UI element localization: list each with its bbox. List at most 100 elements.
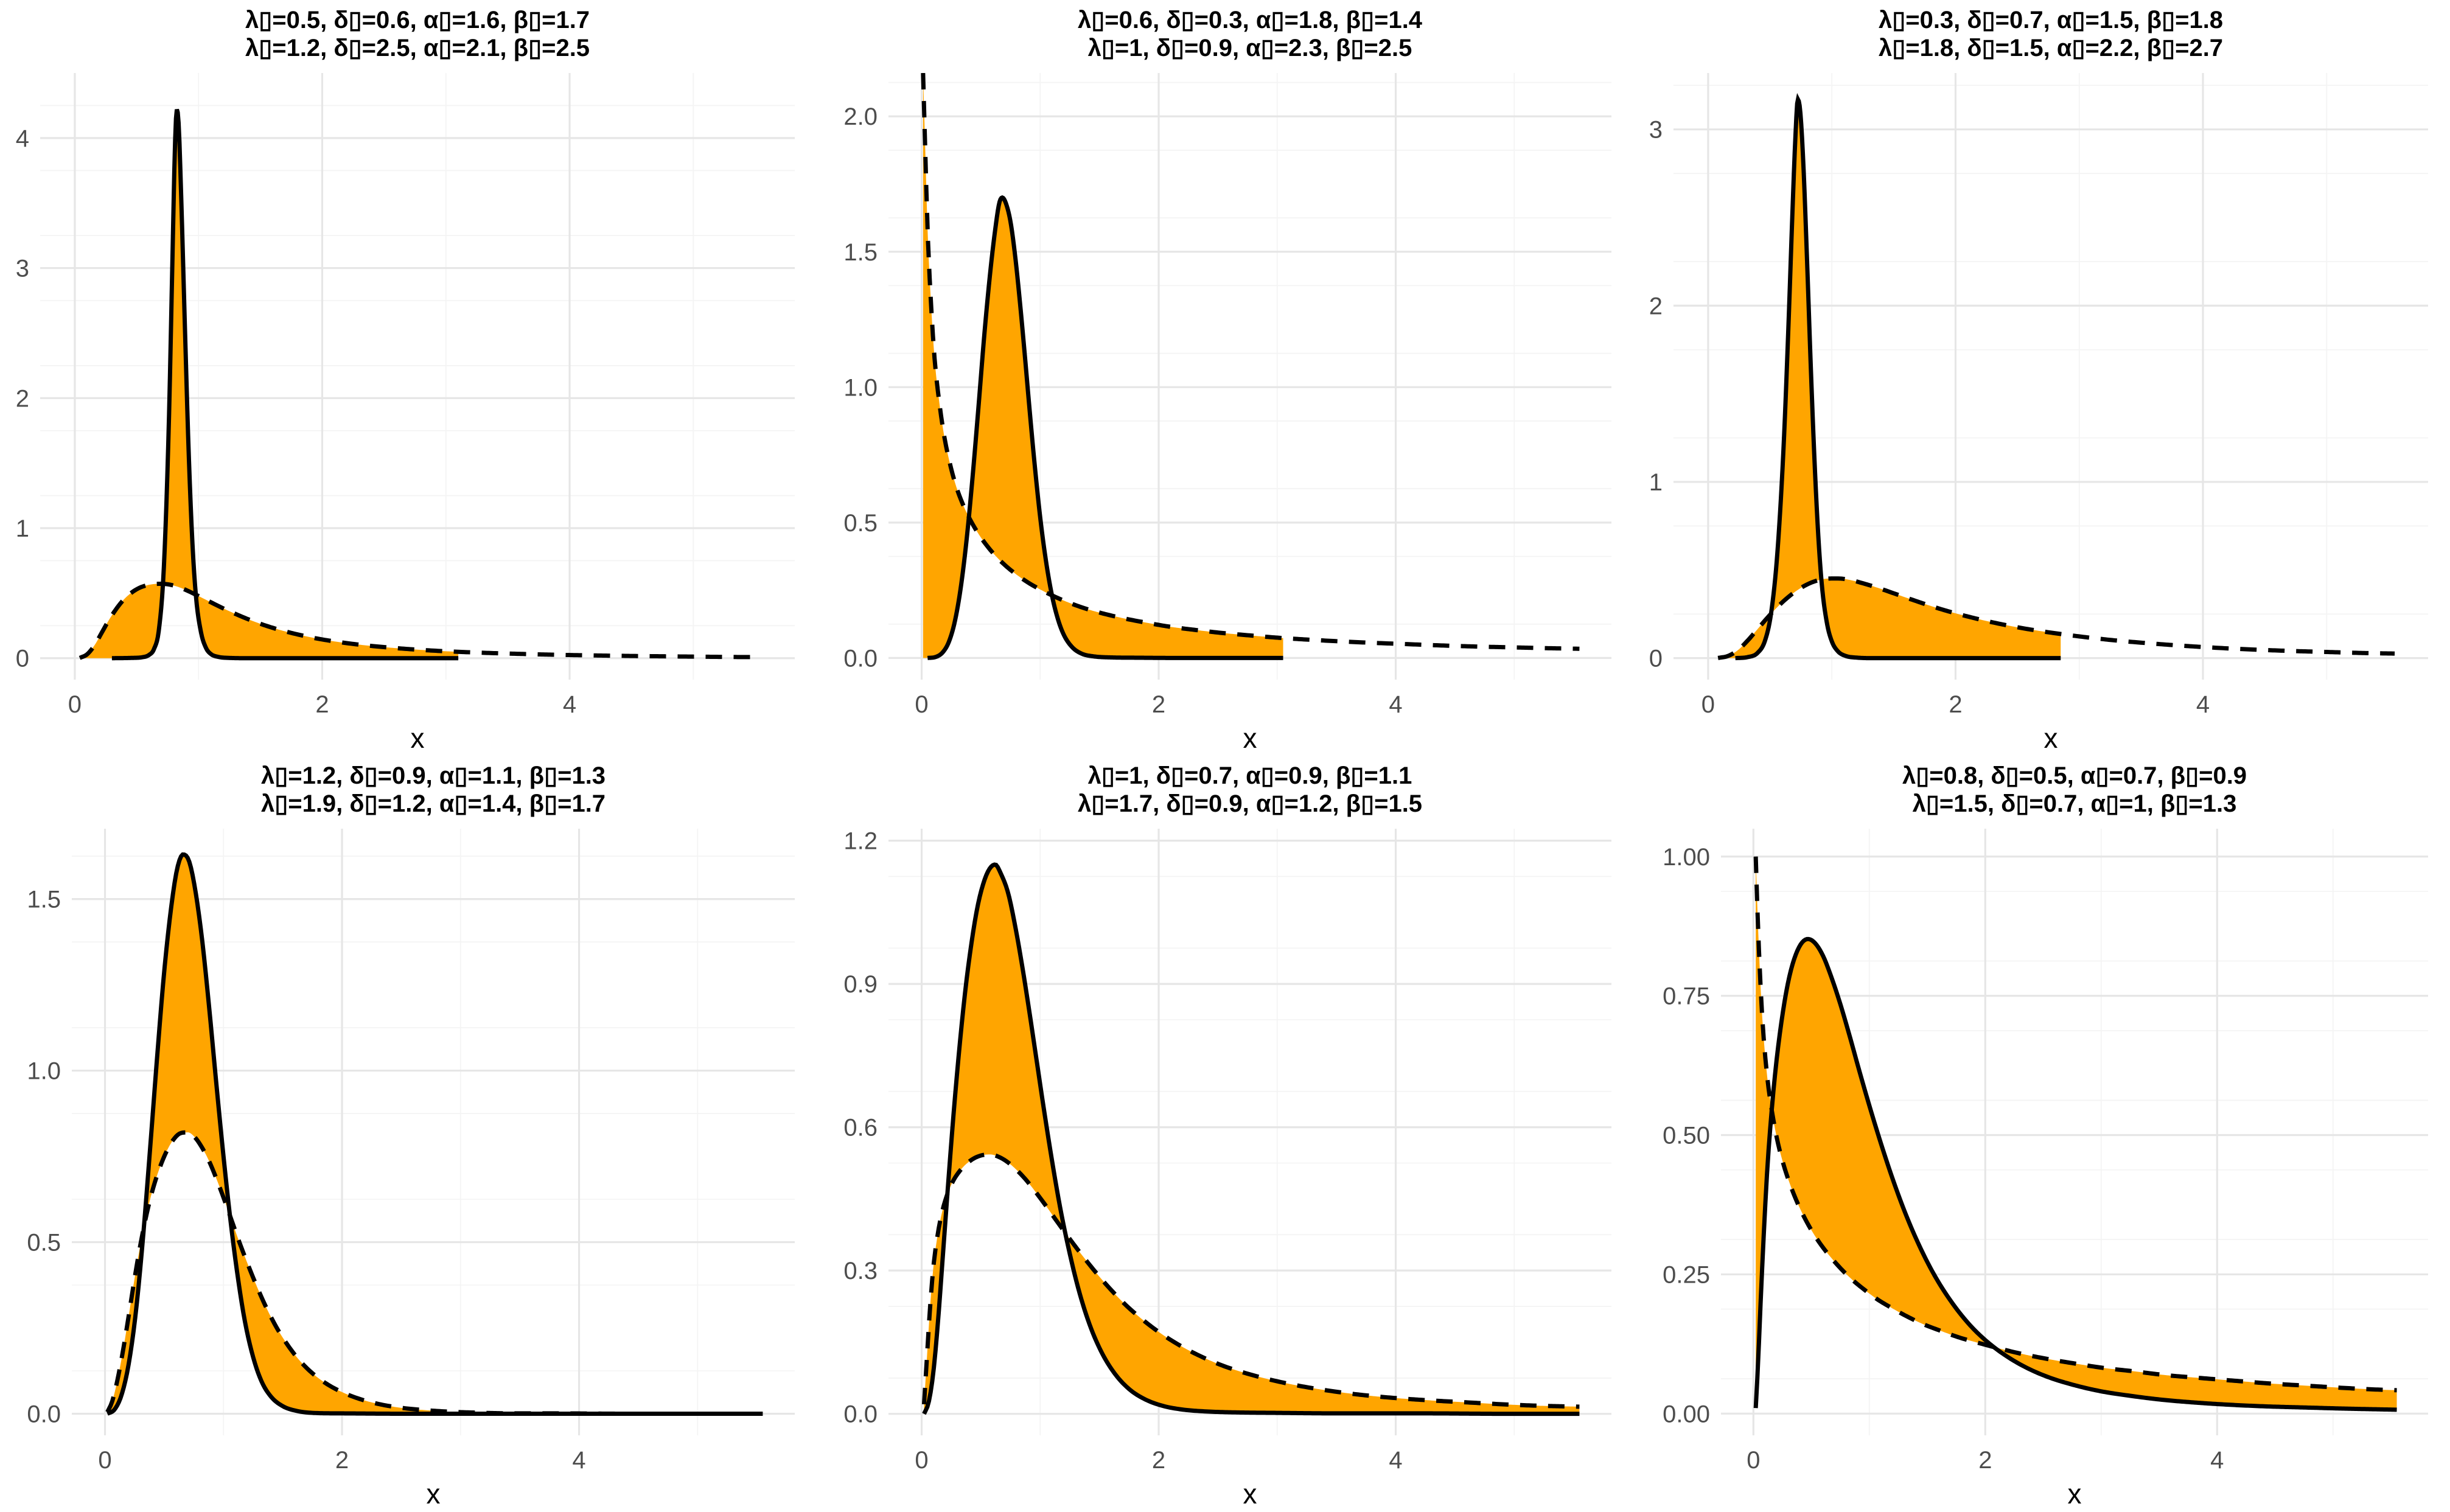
y-tick-label: 0.5 xyxy=(843,510,878,537)
panel-title-line1: λ▯=1.2, δ▯=0.9, α▯=1.1, β▯=1.3 xyxy=(261,762,606,789)
dashed-density-curve xyxy=(1753,856,2397,1393)
solid-density-curve xyxy=(922,862,1580,1416)
chart-area-1: 0 2 4 0 1 2 3 4 xyxy=(16,73,795,718)
panel-4-bottom-left: 0 2 4 0.0 0.5 1.0 1.5 λ▯=1.2, δ▯=0.9, α▯=1.1, … xyxy=(0,756,817,1511)
x-tick-label: 2 xyxy=(315,691,329,718)
y-tick-label: 0.9 xyxy=(843,971,878,998)
y-tick-label: 0.50 xyxy=(1663,1123,1710,1149)
y-tick-label: 0.00 xyxy=(1663,1401,1710,1427)
x-tick-label: 0 xyxy=(1701,691,1715,718)
plot-svg-6: 0 2 4 0.00 0.25 0.50 0.75 1.00 λ▯=0.8, δ▯=0.5, … xyxy=(1663,762,2428,1510)
plot-svg-5: 0 2 4 0.0 0.3 0.6 0.9 1.2 λ▯=1, δ▯=0.7, α▯=0.9,… xyxy=(843,762,1611,1510)
solid-density-curve xyxy=(111,108,459,661)
x-tick-label: 2 xyxy=(1949,691,1962,718)
x-tick-label: 4 xyxy=(1389,1447,1402,1474)
dashed-density-curve xyxy=(921,73,1580,651)
x-tick-label: 4 xyxy=(2196,691,2210,718)
panel-title-line2: λ▯=1.2, δ▯=2.5, α▯=2.1, β▯=2.5 xyxy=(245,35,590,61)
y-tick-label: 0.75 xyxy=(1663,983,1710,1010)
y-tick-label: 1.5 xyxy=(843,239,878,266)
x-axis-title: x xyxy=(427,1478,441,1510)
y-tick-label: 1.0 xyxy=(843,374,878,401)
x-axis-title: x xyxy=(1243,1478,1257,1510)
panel-title-line2: λ▯=1, δ▯=0.9, α▯=2.3, β▯=2.5 xyxy=(1088,35,1412,61)
dashed-density-curve xyxy=(79,581,762,660)
x-tick-label: 2 xyxy=(335,1447,349,1474)
panel-title-line1: λ▯=0.6, δ▯=0.3, α▯=1.8, β▯=1.4 xyxy=(1078,7,1423,33)
density-difference-fill xyxy=(1756,856,2397,1410)
chart-area-2: 0 2 4 0.0 0.5 1.0 1.5 2.0 xyxy=(843,73,1611,718)
chart-area-3: 0 2 4 0 1 2 3 xyxy=(1649,73,2428,718)
y-tick-label: 0.5 xyxy=(27,1230,61,1256)
x-tick-label: 0 xyxy=(1747,1447,1760,1474)
panel-title-line1: λ▯=0.8, δ▯=0.5, α▯=0.7, β▯=0.9 xyxy=(1902,762,2247,789)
density-difference-fill xyxy=(923,73,1283,658)
dashed-density-curve xyxy=(105,1130,763,1416)
panel-3-top-right: 0 2 4 0 1 2 3 λ▯=0.3, δ▯=0.7, α▯=1.5, β▯=1.8 λ… xyxy=(1633,0,2450,756)
x-tick-label: 0 xyxy=(98,1447,111,1474)
y-tick-label: 0.0 xyxy=(27,1401,61,1427)
x-axis-title: x xyxy=(1243,722,1257,754)
y-tick-label: 3 xyxy=(1649,117,1663,144)
panel-5-bottom-middle: 0 2 4 0.0 0.3 0.6 0.9 1.2 λ▯=1, δ▯=0.7, α▯=0.9,… xyxy=(817,756,1633,1511)
y-tick-label: 0 xyxy=(16,646,29,672)
chart-area-5: 0 2 4 0.0 0.3 0.6 0.9 1.2 xyxy=(843,828,1611,1474)
x-tick-label: 0 xyxy=(915,691,928,718)
x-axis-title: x xyxy=(2044,722,2058,754)
density-difference-fill xyxy=(107,854,526,1414)
panel-title-line1: λ▯=0.5, δ▯=0.6, α▯=1.6, β▯=1.7 xyxy=(245,7,590,33)
chart-area-6: 0 2 4 0.00 0.25 0.50 0.75 1.00 xyxy=(1663,829,2428,1474)
y-tick-label: 0.6 xyxy=(843,1115,878,1141)
x-tick-label: 0 xyxy=(68,691,82,718)
y-tick-label: 2 xyxy=(16,385,29,412)
solid-density-curve xyxy=(927,195,1283,660)
panel-title-line2: λ▯=1.7, δ▯=0.9, α▯=1.2, β▯=1.5 xyxy=(1078,790,1422,817)
y-tick-label: 1.0 xyxy=(27,1058,61,1085)
dashed-density-curve xyxy=(921,1152,1580,1409)
y-tick-label: 1 xyxy=(16,515,29,542)
x-tick-label: 2 xyxy=(1978,1447,1992,1474)
y-tick-label: 0.25 xyxy=(1663,1261,1710,1288)
y-tick-label: 0.0 xyxy=(843,645,878,672)
solid-density-curve xyxy=(106,852,763,1416)
x-tick-label: 4 xyxy=(2210,1447,2224,1474)
plot-svg-4: 0 2 4 0.0 0.5 1.0 1.5 λ▯=1.2, δ▯=0.9, α▯=1.1, … xyxy=(27,762,795,1510)
solid-density-curve xyxy=(1753,936,2397,1412)
y-tick-label: 1.00 xyxy=(1663,844,1710,871)
panel-title-line2: λ▯=1.9, δ▯=1.2, α▯=1.4, β▯=1.7 xyxy=(261,790,606,817)
panel-6-bottom-right: 0 2 4 0.00 0.25 0.50 0.75 1.00 λ▯=0.8, δ▯=0.5, … xyxy=(1633,756,2450,1511)
x-tick-label: 4 xyxy=(1389,691,1402,718)
density-difference-fill xyxy=(81,109,459,658)
plot-svg-3: 0 2 4 0 1 2 3 λ▯=0.3, δ▯=0.7, α▯=1.5, β▯=1.8 λ… xyxy=(1649,7,2428,754)
x-tick-label: 0 xyxy=(915,1447,928,1474)
x-tick-label: 2 xyxy=(1152,691,1165,718)
x-tick-label: 2 xyxy=(1152,1447,1165,1474)
y-tick-label: 2 xyxy=(1649,293,1663,319)
dashed-density-curve xyxy=(1717,576,2395,660)
y-tick-label: 0.3 xyxy=(843,1258,878,1284)
x-axis-title: x xyxy=(411,722,425,754)
density-difference-fill xyxy=(924,864,1580,1414)
x-tick-label: 4 xyxy=(572,1447,585,1474)
y-tick-label: 3 xyxy=(16,256,29,282)
x-axis-title: x xyxy=(2068,1478,2082,1510)
panel-title-line1: λ▯=0.3, δ▯=0.7, α▯=1.5, β▯=1.8 xyxy=(1879,7,2223,33)
y-tick-label: 1 xyxy=(1649,469,1663,496)
plot-svg-2: 0 2 4 0.0 0.5 1.0 1.5 2.0 λ▯=0.6, δ▯=0.3, α▯=1.… xyxy=(843,7,1611,754)
y-tick-label: 2.0 xyxy=(843,103,878,130)
y-tick-label: 1.5 xyxy=(27,887,61,913)
solid-density-curve xyxy=(1735,92,2061,661)
y-tick-label: 4 xyxy=(16,125,29,152)
panel-2-top-middle: 0 2 4 0.0 0.5 1.0 1.5 2.0 λ▯=0.6, δ▯=0.3, α▯=1.… xyxy=(817,0,1633,756)
panel-title-line1: λ▯=1, δ▯=0.7, α▯=0.9, β▯=1.1 xyxy=(1088,762,1412,789)
x-tick-label: 4 xyxy=(563,691,576,718)
chart-area-4: 0 2 4 0.0 0.5 1.0 1.5 xyxy=(27,829,795,1474)
y-tick-label: 0 xyxy=(1649,646,1663,672)
y-tick-label: 1.2 xyxy=(843,828,878,855)
y-tick-label: 0.0 xyxy=(843,1401,878,1428)
panel-title-line2: λ▯=1.8, δ▯=1.5, α▯=2.2, β▯=2.7 xyxy=(1879,35,2223,61)
density-difference-fill xyxy=(1720,99,2061,658)
